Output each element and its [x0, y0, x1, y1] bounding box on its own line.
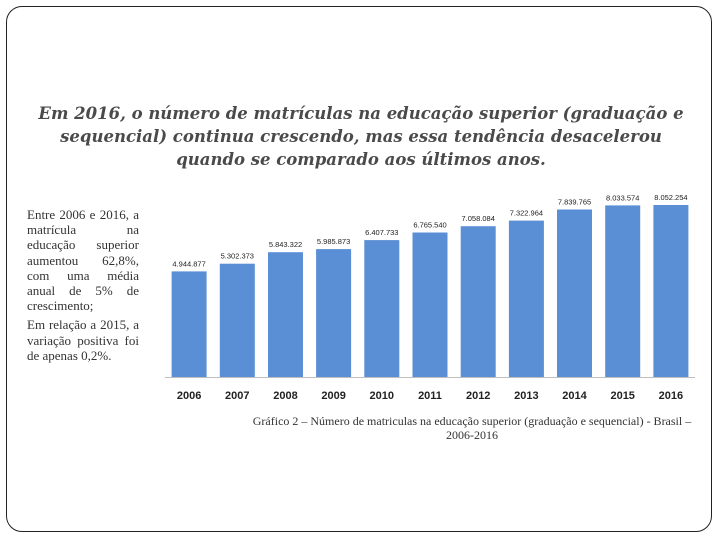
- x-tick-2014: 2014: [562, 390, 587, 402]
- x-tick-2008: 2008: [273, 390, 297, 402]
- data-label-2013: 7.322.964: [510, 209, 543, 218]
- x-tick-2012: 2012: [466, 390, 490, 402]
- x-tick-2007: 2007: [225, 390, 249, 402]
- bar-2013: [508, 220, 544, 377]
- x-tick-2011: 2011: [418, 390, 442, 402]
- x-tick-2016: 2016: [659, 390, 683, 402]
- bar-2012: [460, 226, 496, 377]
- slide-frame: [6, 6, 712, 532]
- slide-headline: Em 2016, o número de matrículas na educa…: [38, 104, 684, 169]
- bar-2010: [364, 240, 400, 377]
- data-label-2006: 4.944.877: [172, 259, 205, 268]
- data-label-2011: 6.765.540: [413, 221, 446, 230]
- bar-2016: [653, 205, 689, 377]
- x-tick-2010: 2010: [370, 390, 394, 402]
- enrollment-bar-chart: 4.944.877 2006 5.302.373 2007 5.843.322 2008 5…: [165, 193, 695, 402]
- bar-2011: [412, 232, 448, 377]
- data-label-2010: 6.407.733: [365, 228, 398, 237]
- side-paragraph-variation: Em relação a 2015, a variação positiva f…: [27, 317, 139, 363]
- bar-2015: [605, 205, 641, 377]
- side-text-block: Entre 2006 e 2016, a matrícula na educaç…: [27, 207, 139, 367]
- data-label-2009: 5.985.873: [317, 237, 350, 246]
- x-tick-2013: 2013: [514, 390, 538, 402]
- data-label-2015: 8.033.574: [606, 193, 639, 202]
- bar-2007: [219, 263, 255, 377]
- side-paragraph-growth: Entre 2006 e 2016, a matrícula na educaç…: [27, 207, 139, 314]
- x-tick-2009: 2009: [321, 390, 345, 402]
- bar-2008: [268, 252, 303, 377]
- data-label-2012: 7.058.084: [462, 214, 495, 223]
- bar-2009: [316, 249, 352, 377]
- x-tick-2015: 2015: [610, 390, 634, 402]
- bar-2006: [171, 271, 207, 377]
- bar-2014: [557, 209, 592, 377]
- data-label-2008: 5.843.322: [269, 240, 302, 249]
- data-label-2014: 7.839.765: [558, 198, 591, 207]
- data-label-2007: 5.302.373: [221, 252, 254, 261]
- x-tick-2006: 2006: [177, 390, 201, 402]
- data-label-2016: 8.052.254: [654, 193, 687, 202]
- chart-caption: Gráfico 2 – Número de matriculas na educ…: [252, 414, 692, 442]
